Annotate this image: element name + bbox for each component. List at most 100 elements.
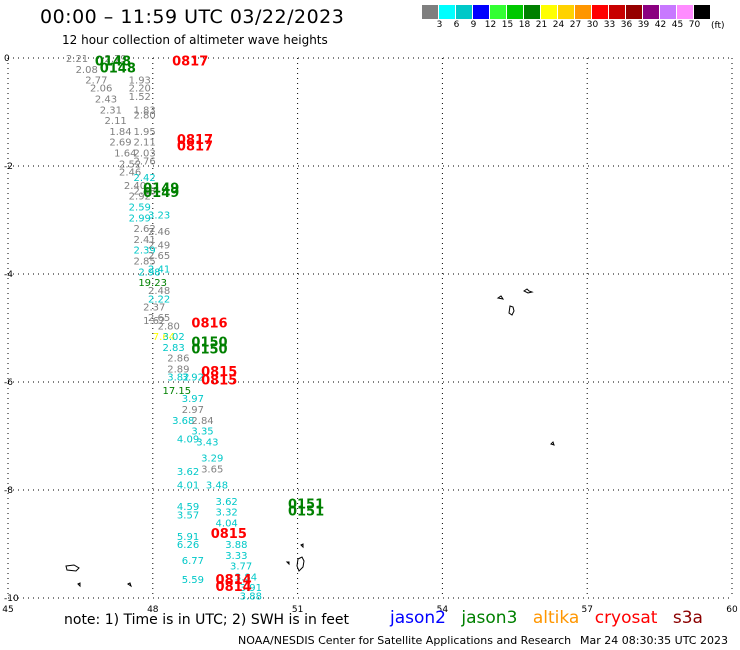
colorbar-label: 12 xyxy=(484,20,497,30)
wave-height-point: 5.91 xyxy=(177,532,199,543)
colorbar-label: 70 xyxy=(688,20,701,30)
pass-time-label: 0815 xyxy=(201,365,237,380)
coast-island-3 xyxy=(508,305,515,316)
wave-height-point: 2.98 xyxy=(138,267,160,278)
wave-height-point: 3.57 xyxy=(177,510,199,521)
wave-height-point: 1.93 xyxy=(129,76,151,87)
colorbar-label: 9 xyxy=(470,20,477,30)
colorbar-label: 24 xyxy=(552,20,565,30)
colorbar-legend: 3 6 9 12 15 18 21 24 27 30 33 36 39 42 45 70 (ft) xyxy=(422,5,725,31)
wave-height-point: 1.95 xyxy=(133,127,155,138)
footer-note: note: 1) Time is in UTC; 2) SWH is in fe… xyxy=(64,612,350,628)
pass-time-label: 0817 xyxy=(177,139,213,154)
wave-height-point: 4.01 xyxy=(177,481,199,492)
wave-height-point: 2.49 xyxy=(148,240,170,251)
map-grid xyxy=(7,57,733,599)
wave-height-point: 6.77 xyxy=(182,556,204,567)
wave-height-point: 2.48 xyxy=(148,286,170,297)
colorbar-swatch xyxy=(524,5,541,19)
wave-height-point: 2.80 xyxy=(133,111,155,122)
x-tick-label: 51 xyxy=(292,605,303,615)
pass-time-label: 0817 xyxy=(172,55,208,70)
colorbar-swatch xyxy=(558,5,575,19)
wave-height-point: 2.43 xyxy=(95,95,117,106)
timestamp: Mar 24 08:30:35 UTC 2023 xyxy=(580,634,728,647)
wave-height-observations: 2.21 2.79 2.082.772.06 1.932.201.52 2.432.31… xyxy=(66,54,262,602)
colorbar-label: 6 xyxy=(453,20,460,30)
y-tick-label: 0 xyxy=(4,54,10,64)
wave-height-point: 3.65 xyxy=(201,464,223,475)
wave-height-point: 2.06 xyxy=(90,84,112,95)
colorbar-unit: (ft) xyxy=(711,21,725,31)
wave-height-point: 2.89 xyxy=(167,365,189,376)
colorbar-label: 33 xyxy=(603,20,616,30)
coast-island-1 xyxy=(496,295,505,300)
colorbar-label: 3 xyxy=(436,20,443,30)
pass-time-label: 0148 xyxy=(95,55,131,70)
legend-jason2: jason2 xyxy=(390,608,446,628)
wave-height-point: 3.48 xyxy=(206,481,228,492)
colorbar-label: 21 xyxy=(535,20,548,30)
pass-time-label: 0151 xyxy=(288,505,324,520)
x-tick-label: 60 xyxy=(726,605,738,615)
colorbar-swatch xyxy=(575,5,592,19)
wave-height-point: 4.04 xyxy=(216,518,238,529)
wave-height-point: 2.46 xyxy=(119,167,141,178)
legend-s3a: s3a xyxy=(672,608,703,628)
wave-height-point: 2.92 xyxy=(129,192,151,203)
y-tick-label: -2 xyxy=(4,162,13,172)
pass-time-label: 0151 xyxy=(288,498,324,513)
legend-jason3: jason3 xyxy=(461,608,518,628)
pass-time-label: 0148 xyxy=(100,62,136,77)
colorbar-swatch xyxy=(592,5,609,19)
wave-height-point: 17.15 xyxy=(162,386,191,397)
wave-height-point: 1.64 xyxy=(114,149,136,160)
wave-height-point: 2.48 xyxy=(133,186,155,197)
coast-island-7 xyxy=(65,564,80,572)
wave-height-point: 2.31 xyxy=(100,105,122,116)
wave-height-point: 2.52 xyxy=(119,159,141,170)
coast-island-4 xyxy=(550,441,555,446)
x-tick-label: 48 xyxy=(147,605,159,615)
x-tick-label: 45 xyxy=(2,605,13,615)
wave-height-point: 2.39 xyxy=(133,246,155,257)
wave-height-point: 2.99 xyxy=(129,213,151,224)
wave-height-point: 2.42 xyxy=(133,173,155,184)
wave-height-point: 4.09 xyxy=(177,435,199,446)
wave-height-point: 3.35 xyxy=(191,427,213,438)
wave-height-point: 2.77 xyxy=(85,76,107,87)
wave-height-point: 3.82 xyxy=(167,373,189,384)
pass-time-label: 0817 xyxy=(177,133,213,148)
pass-time-label: 0150 xyxy=(191,343,227,358)
wave-height-point: 4.59 xyxy=(177,502,199,513)
colorbar-swatch xyxy=(490,5,507,19)
pass-time-label: 0815 xyxy=(211,527,247,542)
pass-time-label: 0816 xyxy=(191,317,227,332)
colorbar-label: 39 xyxy=(637,20,650,30)
wave-height-point: 3.92 xyxy=(182,373,204,384)
colorbar-swatch xyxy=(507,5,524,19)
wave-height-point: 2.21 xyxy=(66,54,88,65)
colorbar-label: 15 xyxy=(501,20,514,30)
wave-height-point: 3.77 xyxy=(230,562,252,573)
wave-height-point: 3.32 xyxy=(216,508,238,519)
pass-time-label: 0815 xyxy=(201,373,237,388)
colorbar-swatch xyxy=(660,5,677,19)
wave-height-point: 3.68 xyxy=(172,416,194,427)
y-tick-label: -6 xyxy=(4,378,13,388)
colorbar-swatch xyxy=(439,5,456,19)
pass-time-label: 0814 xyxy=(216,580,252,595)
wave-height-point: 2.22 xyxy=(148,294,170,305)
colorbar-labels: 3 6 9 12 15 18 21 24 27 30 33 36 39 42 45 70 xyxy=(422,20,711,30)
colorbar-label: 18 xyxy=(518,20,531,30)
wave-height-point: 2.62 xyxy=(133,224,155,235)
colorbar-swatch xyxy=(677,5,694,19)
y-tick-label: -10 xyxy=(4,594,19,604)
wave-height-point: 2.08 xyxy=(76,65,98,76)
colorbar-swatch xyxy=(541,5,558,19)
wave-height-point: 19.23 xyxy=(138,278,167,289)
wave-height-point: 2.80 xyxy=(158,321,180,332)
wave-height-point: 3.62 xyxy=(216,497,238,508)
colorbar-swatch xyxy=(643,5,660,19)
